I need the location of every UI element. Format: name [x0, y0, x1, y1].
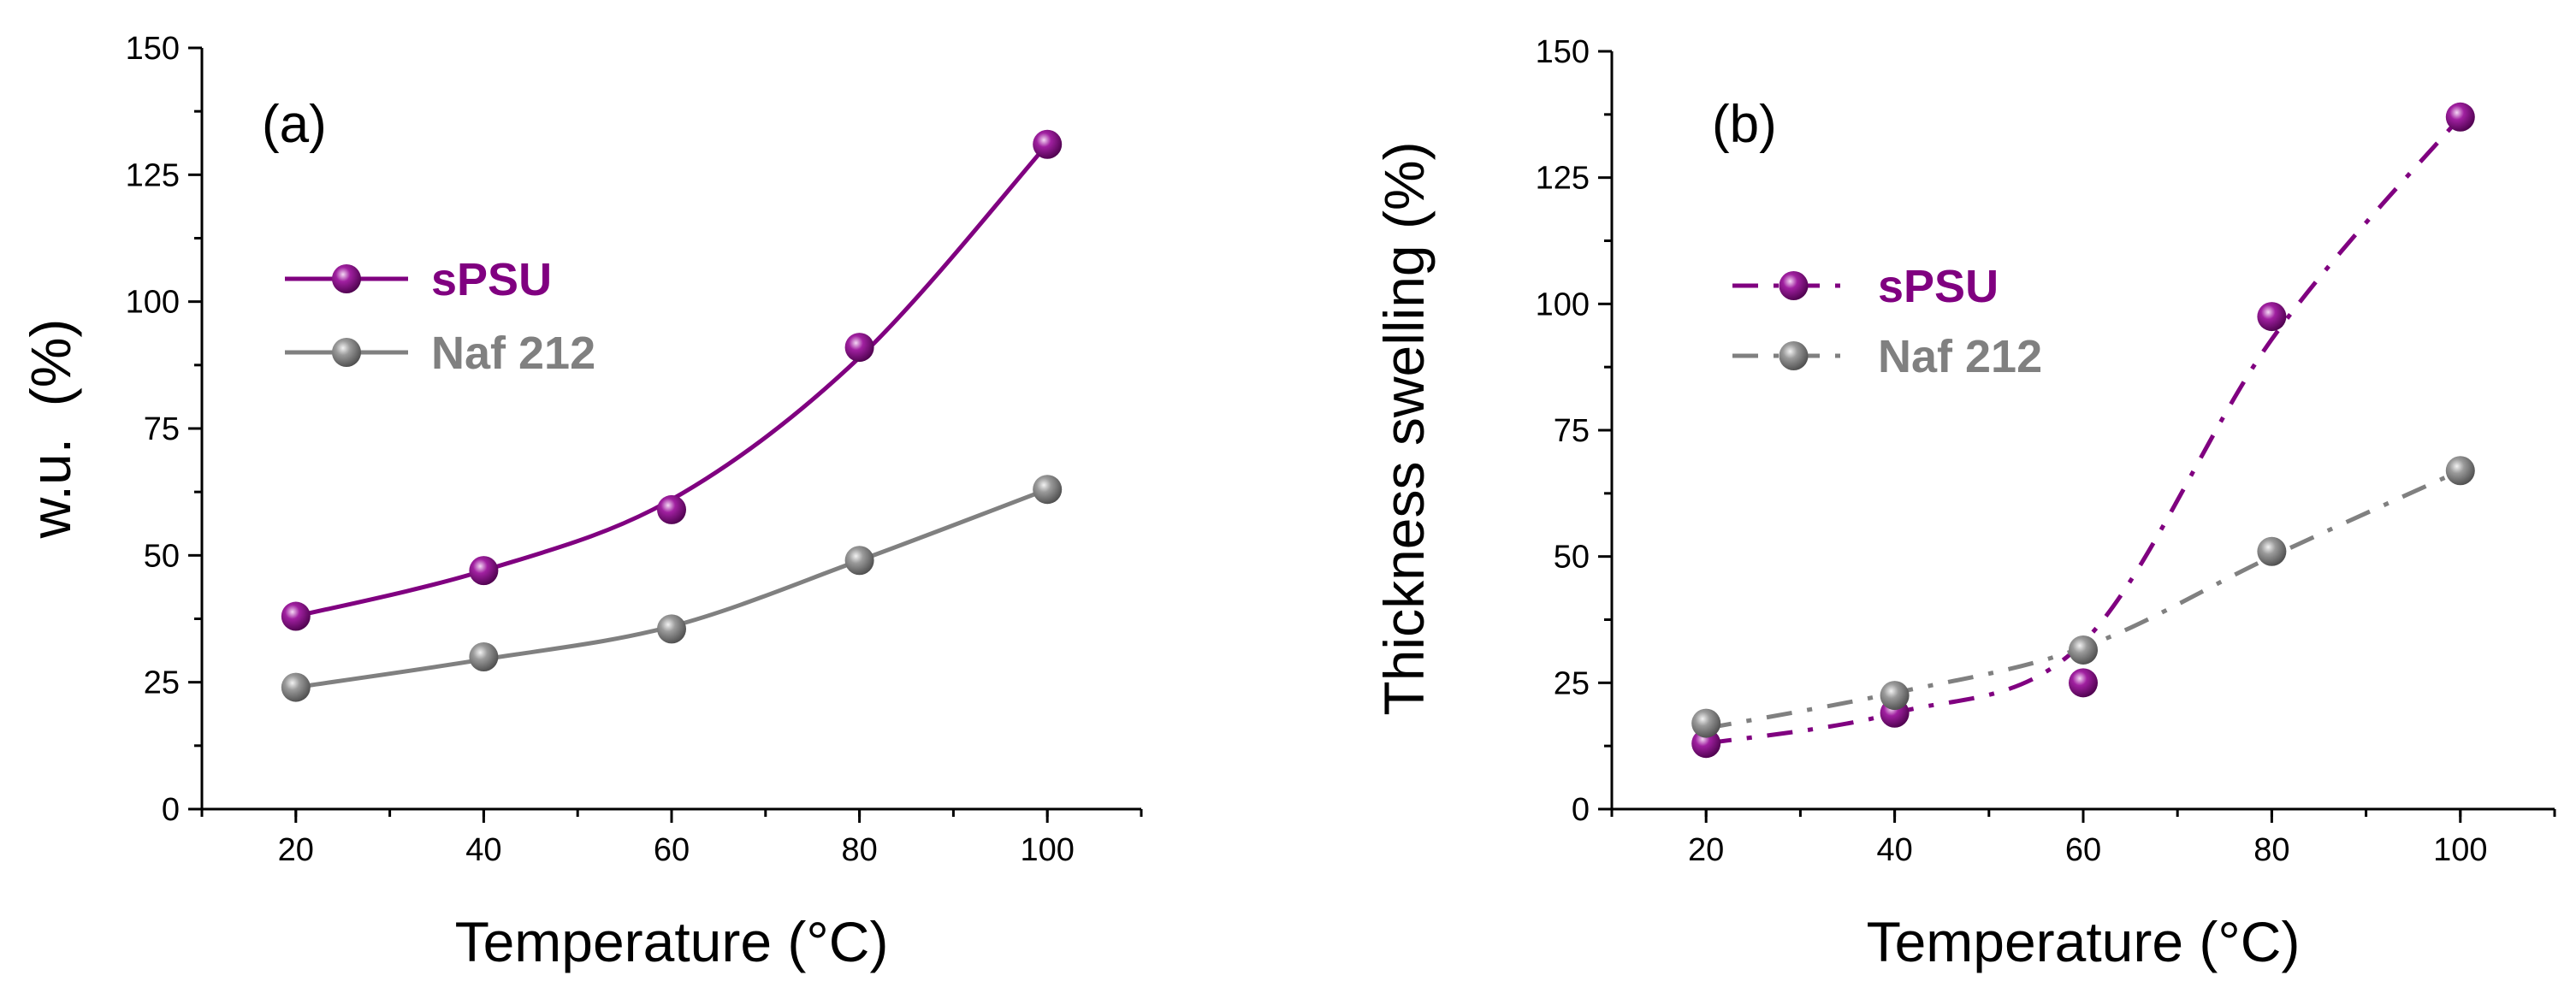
y-tick-label: 25	[144, 665, 180, 701]
data-point-naf-212	[469, 642, 499, 671]
data-point-spsu	[1033, 129, 1063, 159]
y-tick-label: 50	[1554, 540, 1590, 576]
y-tick-label: 0	[162, 792, 180, 828]
legend-marker-naf-212	[332, 338, 361, 367]
panel-label: (a)	[262, 95, 327, 154]
panel-label: (b)	[1712, 95, 1777, 154]
y-tick-label: 150	[1536, 34, 1590, 70]
x-tick-label: 60	[654, 832, 690, 868]
y-tick-label: 75	[1554, 413, 1590, 449]
legend-marker-naf-212	[1779, 341, 1809, 370]
chart-panel-a: 0 25 50 75 100 125 150 20 40 60 80 100 Temperature (…	[19, 31, 1143, 973]
data-point-spsu	[657, 494, 686, 524]
legend-label-naf-212: Naf 212	[1878, 331, 2042, 382]
y-tick-label: 25	[1554, 665, 1590, 701]
x-axis-title: Temperature (°C)	[455, 910, 889, 973]
chart-panel-b: 0 25 50 75 100 125 150 20 40 60 80 100 Temperature (…	[1372, 34, 2556, 973]
data-point-naf-212	[2445, 456, 2475, 486]
x-tick-label: 20	[278, 832, 314, 868]
data-point-spsu	[281, 601, 311, 631]
legend-label-spsu: sPSU	[431, 254, 552, 305]
data-point-naf-212	[844, 546, 874, 576]
series-line-spsu	[1705, 115, 2462, 746]
y-tick-label: 100	[1536, 287, 1590, 322]
x-tick-label: 80	[841, 832, 877, 868]
x-tick-label: 40	[465, 832, 501, 868]
x-tick-label: 100	[1020, 832, 1074, 868]
data-point-spsu	[1691, 729, 1721, 759]
y-tick-label: 75	[144, 411, 180, 447]
data-point-spsu	[2069, 668, 2098, 698]
y-axis-title: Thickness swelling (%)	[1372, 141, 1436, 715]
x-tick-label: 60	[2065, 832, 2101, 868]
x-tick-label: 20	[1688, 832, 1724, 868]
y-axis-title: w.u. (%)	[19, 319, 82, 540]
legend-marker-spsu	[1779, 271, 1809, 300]
x-tick-label: 80	[2253, 832, 2289, 868]
series-line-spsu	[295, 143, 1050, 618]
data-point-naf-212	[281, 672, 311, 702]
data-point-naf-212	[2069, 635, 2098, 665]
data-point-naf-212	[2257, 536, 2287, 566]
data-point-naf-212	[1033, 475, 1063, 505]
legend-marker-spsu	[332, 264, 361, 293]
y-tick-label: 100	[126, 285, 180, 321]
x-tick-label: 100	[2433, 832, 2487, 868]
data-point-spsu	[844, 333, 874, 363]
data-point-naf-212	[1691, 708, 1721, 738]
legend-label-naf-212: Naf 212	[431, 328, 595, 379]
data-point-spsu	[469, 556, 499, 586]
y-tick-label: 0	[1572, 792, 1590, 828]
x-axis-title: Temperature (°C)	[1867, 910, 2301, 973]
y-tick-label: 125	[1536, 161, 1590, 197]
x-tick-label: 40	[1876, 832, 1912, 868]
data-point-naf-212	[1880, 681, 1910, 711]
y-tick-label: 150	[126, 31, 180, 67]
y-tick-label: 50	[144, 538, 180, 574]
data-point-spsu	[2257, 302, 2287, 332]
legend-label-spsu: sPSU	[1878, 261, 1999, 312]
y-tick-label: 125	[126, 157, 180, 193]
data-point-spsu	[2445, 102, 2475, 132]
data-point-naf-212	[657, 614, 686, 644]
